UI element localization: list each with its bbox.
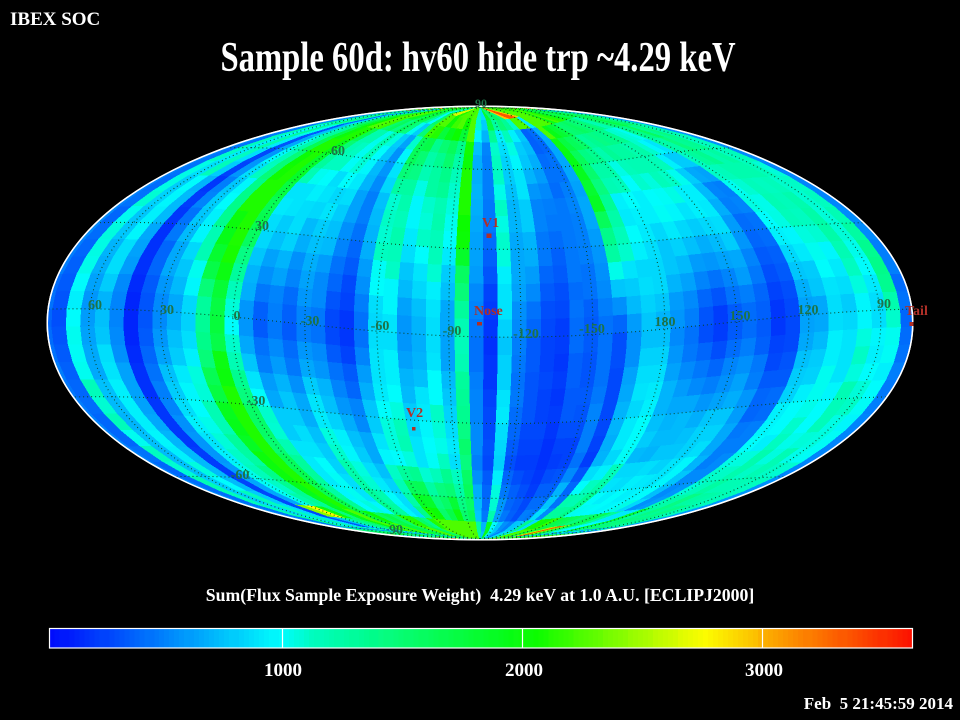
svg-text:0: 0 [234,309,241,324]
svg-text:-30: -30 [301,314,320,329]
svg-text:60: 60 [88,298,102,313]
svg-text:90: 90 [389,523,403,538]
svg-text:180: 180 [655,315,676,330]
svg-text:30: 30 [160,303,174,318]
svg-text:90: 90 [877,297,891,312]
svg-text:Nose: Nose [474,304,503,319]
svg-text:-60: -60 [231,468,250,483]
svg-text:2000: 2000 [505,660,543,681]
svg-text:60: 60 [331,144,345,159]
svg-text:Sample 60d: hv60 hide trp ~4.2: Sample 60d: hv60 hide trp ~4.29 keV [220,34,735,81]
svg-text:Feb 5 21:45:59 2014: Feb 5 21:45:59 2014 [804,694,954,713]
svg-text:1000: 1000 [264,660,302,681]
svg-text:-120: -120 [513,327,539,342]
svg-text:90: 90 [475,96,487,110]
svg-text:30: 30 [255,219,269,234]
svg-text:-150: -150 [579,322,605,337]
svg-text:V2: V2 [406,406,423,421]
svg-text:-60: -60 [371,319,390,334]
svg-text:120: 120 [798,303,819,318]
svg-text:V1: V1 [482,216,499,231]
svg-text:Tail: Tail [905,304,928,319]
svg-text:3000: 3000 [745,660,783,681]
svg-text:Sum(Flux Sample Exposure Weigh: Sum(Flux Sample Exposure Weight) 4.29 ke… [206,585,755,606]
svg-text:-90: -90 [443,324,462,339]
svg-text:150: 150 [730,309,751,324]
svg-text:IBEX SOC: IBEX SOC [10,9,100,30]
svg-text:-30: -30 [247,394,266,409]
